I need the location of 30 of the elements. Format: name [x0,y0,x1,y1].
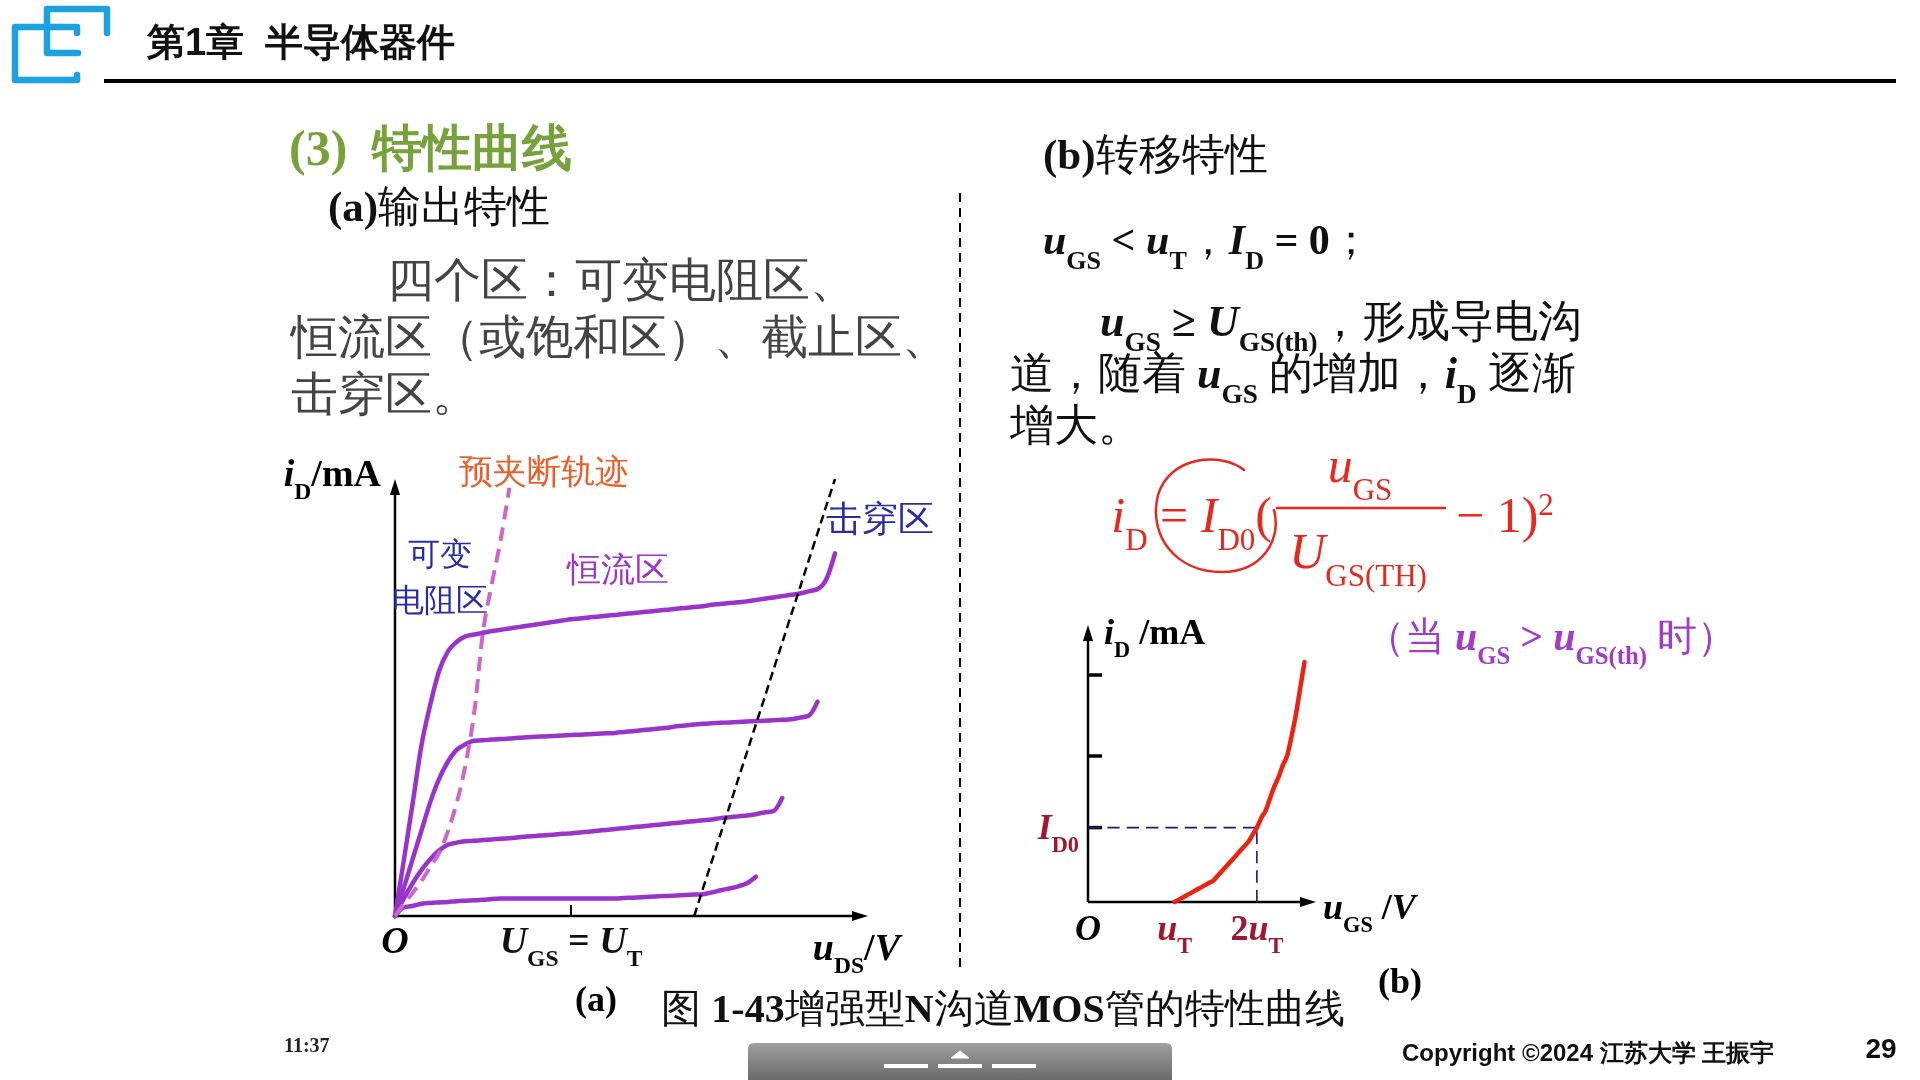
text: (a) [575,979,617,1019]
text: (b)转移特性 [1043,131,1268,179]
text: 11:37 [284,1034,330,1056]
annotation: 击穿区 [826,499,934,539]
annotation: 恒流区 [566,551,669,588]
text: U$_{GS(TH)}$ [1289,523,1427,593]
x-tick-label: U$_{GS}$ = U$_{T}$ [499,919,643,971]
text: u$_{GS}$ [1043,217,1102,275]
x-tick-label: O [381,919,409,961]
y-axis-title: i$_{D}$ /mA [1104,612,1206,662]
x-tick-label: 2u$_{T}$ [1230,908,1284,958]
x-tick-label: O [1075,908,1101,948]
x-tick-label: u$_{T}$ [1157,908,1193,958]
text: Copyright ©2024 江苏大学 王振宇 [1402,1039,1775,1066]
annotation: 预夹断轨迹 [459,453,629,490]
text: i$_{D}$ = I$_{D0}$( [1111,487,1272,557]
text: (3) 特性曲线 [289,120,573,176]
text: （当 u$_{GS}$ > u$_{GS(th)}$ 时） [1365,614,1738,670]
text: − 1)$^{2}$ [1456,486,1554,543]
y-axis-title: i$_{D}$/mA [283,452,382,504]
text: 第1章 半导体器件 [146,21,456,63]
text: < u$_{T}$，I$_{D}$ = 0； [1111,217,1372,275]
text: (a)输出特性 [328,183,551,231]
x-axis-title: u$_{DS}$/V [812,926,903,978]
caption: 图 1-43增强型N沟道MOS管的特性曲线 [661,986,1345,1031]
x-axis-title: u$_{GS}$ /V [1323,887,1419,937]
text: (b) [1378,961,1422,1001]
text: 四个区：可变电阻区、恒流区（或饱和区）、截止区、击穿区。 [289,254,949,420]
text: 29 [1865,1033,1897,1064]
ref-line-label: I$_{D0}$ [1036,806,1079,857]
